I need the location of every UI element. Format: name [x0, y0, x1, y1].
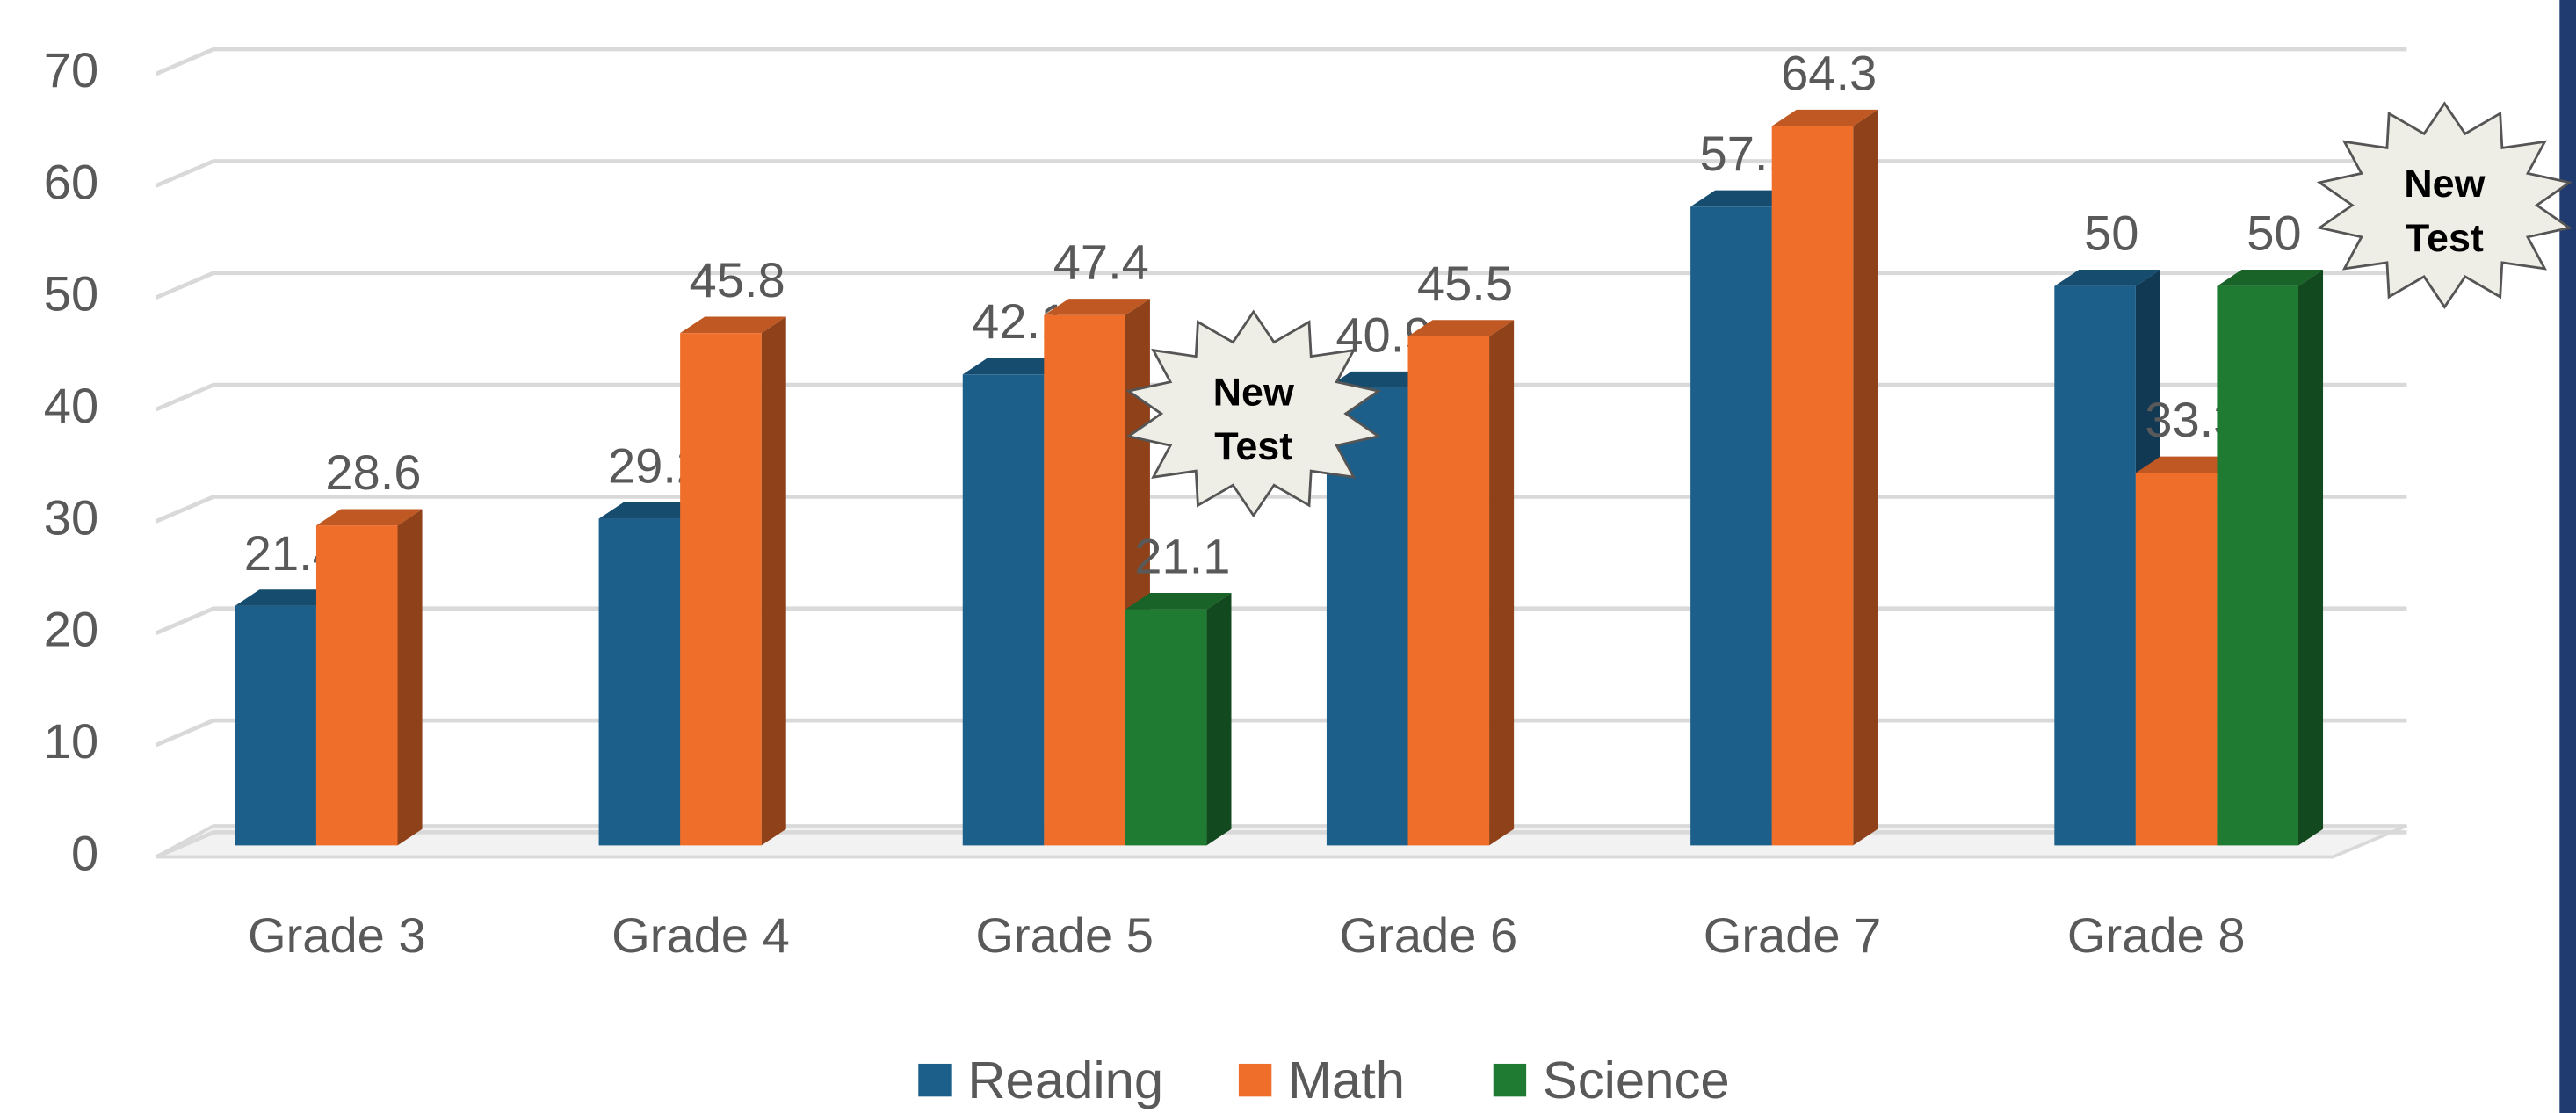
grid-line — [155, 159, 2407, 188]
bar-front — [962, 374, 1045, 846]
legend-label: Reading — [967, 1051, 1163, 1109]
bar-top — [1044, 299, 1150, 315]
x-tick-label: Grade 5 — [975, 907, 1154, 963]
value-label: 21.1 — [1134, 529, 1230, 584]
bar-front — [1771, 126, 1854, 846]
x-tick-label: Grade 3 — [248, 907, 426, 963]
bar-top — [1326, 371, 1433, 388]
y-tick-label: 30 — [44, 489, 98, 545]
grid-line — [155, 271, 2407, 300]
y-tick-label: 40 — [44, 378, 98, 433]
grid-line — [155, 495, 2407, 524]
bar-top — [315, 509, 423, 526]
starburst — [1125, 309, 1382, 518]
annotation-text: New — [2404, 161, 2485, 206]
bar-front — [1690, 206, 1772, 846]
bar-top — [1125, 593, 1232, 610]
bar-front — [235, 605, 316, 846]
frame-edge — [2559, 0, 2576, 1113]
value-label: 45.8 — [690, 252, 785, 307]
y-tick-label: 60 — [44, 154, 98, 209]
bar-side — [397, 509, 423, 846]
bar-top — [235, 589, 342, 606]
legend-swatch — [1493, 1063, 1527, 1097]
x-tick-label: Grade 6 — [1340, 907, 1518, 963]
bar-side — [1853, 109, 1878, 846]
y-tick-label: 20 — [44, 602, 98, 657]
x-tick-label: Grade 8 — [2067, 907, 2246, 963]
legend-label: Science — [1543, 1051, 1730, 1109]
value-label: 50 — [2084, 206, 2138, 261]
annotation-text: Test — [1214, 423, 1292, 468]
legend-swatch — [1238, 1063, 1272, 1097]
value-label: 47.4 — [1053, 235, 1149, 290]
value-label: 50 — [2247, 206, 2301, 261]
bar-front — [598, 518, 681, 846]
y-tick-label: 0 — [71, 825, 98, 880]
bar-top — [1407, 320, 1515, 336]
x-tick-label: Grade 7 — [1704, 907, 1882, 963]
bar-front — [2054, 285, 2136, 846]
bar-top — [2135, 456, 2242, 473]
grid-line — [155, 718, 2407, 748]
bar-front — [680, 333, 762, 846]
bar-side — [2297, 270, 2324, 846]
legend-swatch — [918, 1063, 952, 1097]
bar-top — [2054, 270, 2160, 286]
annotation-text: Test — [2406, 215, 2484, 260]
bar-front — [1407, 336, 1490, 846]
grid-line — [155, 606, 2407, 635]
y-tick-label: 50 — [44, 266, 98, 322]
bar-top — [680, 316, 786, 334]
grid-line — [155, 830, 2407, 859]
annotation-text: New — [1213, 370, 1294, 415]
bar — [1407, 320, 1515, 846]
bar — [2217, 270, 2324, 846]
bar-front — [315, 525, 398, 846]
grid-line — [155, 47, 2407, 76]
bar-top — [1690, 190, 1797, 207]
bar-side — [761, 316, 786, 846]
bar-top — [598, 502, 706, 519]
bar-side — [1489, 320, 1515, 846]
value-label: 28.6 — [325, 444, 421, 500]
legend-label: Math — [1288, 1051, 1405, 1109]
bar-front — [2217, 285, 2298, 846]
y-tick-label: 70 — [44, 42, 98, 98]
bar-top — [2217, 270, 2324, 286]
y-tick-label: 10 — [44, 713, 98, 769]
bar-side — [1206, 593, 1232, 846]
bar — [1125, 593, 1232, 846]
value-label: 45.5 — [1417, 256, 1513, 311]
grid-line — [155, 382, 2407, 412]
starburst — [2316, 101, 2573, 309]
value-label: 64.3 — [1781, 45, 1877, 100]
bar-top — [962, 358, 1069, 375]
bar — [1771, 109, 1878, 846]
bar — [315, 509, 423, 846]
bar-front — [1044, 314, 1125, 846]
bar — [680, 316, 786, 846]
bar-front — [2135, 473, 2218, 846]
bar-top — [1771, 109, 1878, 126]
bar-front — [1125, 609, 1207, 846]
x-tick-label: Grade 4 — [611, 907, 790, 963]
